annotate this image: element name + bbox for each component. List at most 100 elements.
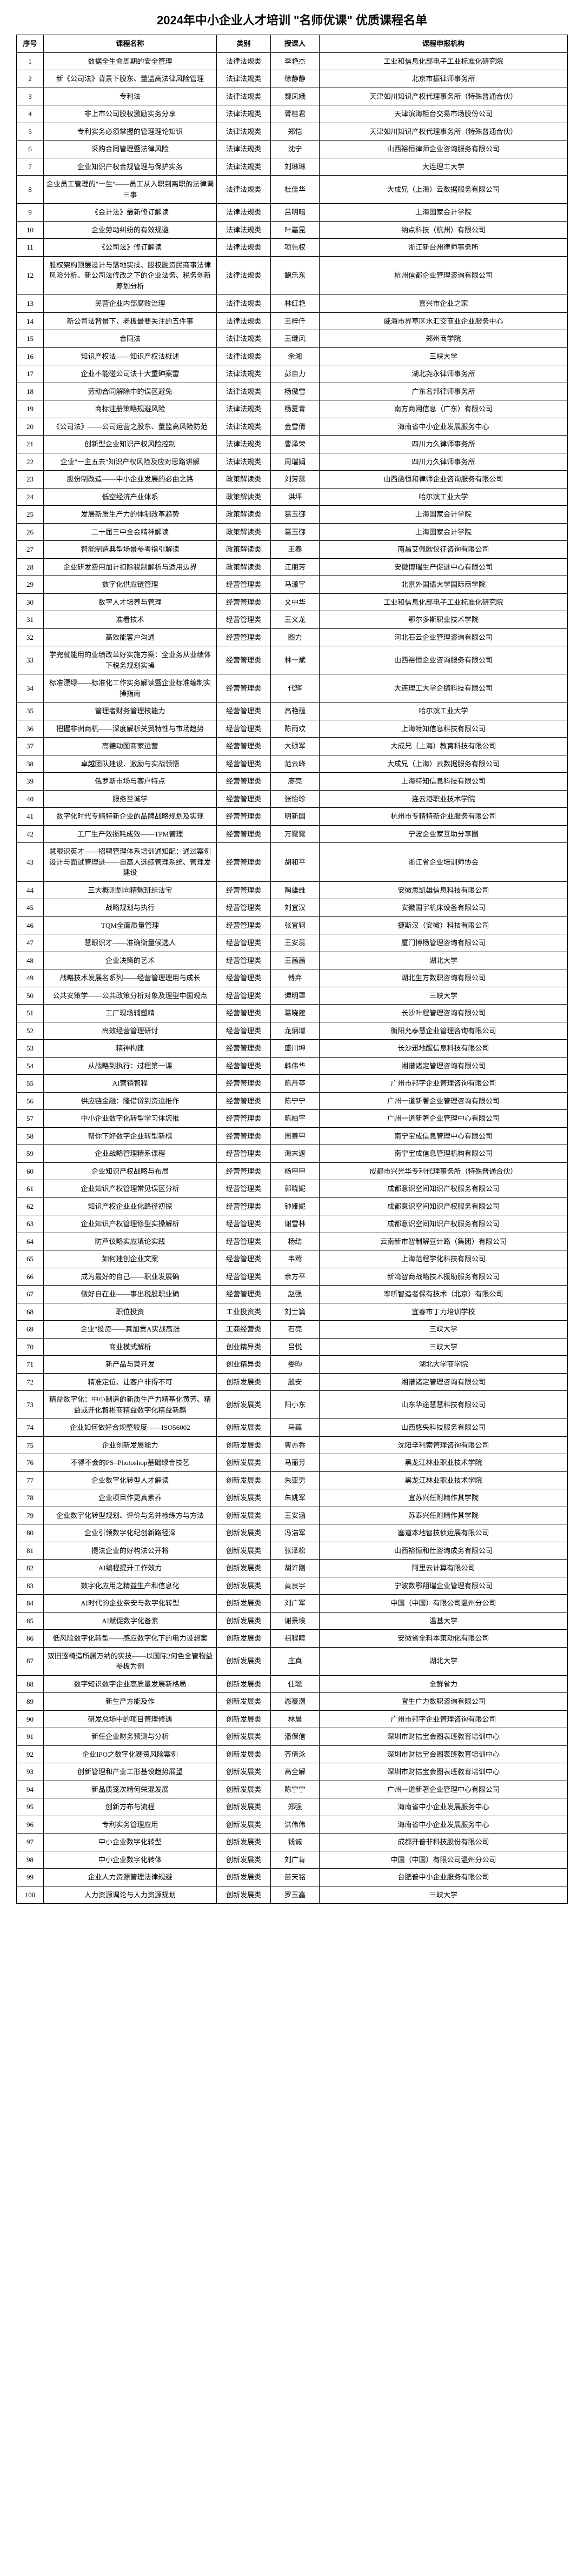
table-row: 3专利法法律法规类魏凤娥天津如川知识产权代理事务所（特殊普通合伙） bbox=[17, 88, 568, 105]
table-header-row: 序号 课程名称 类别 授课人 课程申报机构 bbox=[17, 35, 568, 53]
cell-teacher: 韩伟华 bbox=[271, 1057, 320, 1075]
cell-seq: 46 bbox=[17, 916, 44, 934]
cell-teacher: 潘保信 bbox=[271, 1728, 320, 1746]
cell-org: 厦门博杨管理咨询有限公司 bbox=[320, 934, 568, 952]
cell-teacher: 郭晓妮 bbox=[271, 1180, 320, 1198]
cell-org: 天津如川知识产权代理事务所（特殊普通合伙） bbox=[320, 88, 568, 105]
table-row: 78企业项目作更真素养创新发展类朱姚军宜苏兴任附精作其学院 bbox=[17, 1489, 568, 1507]
cell-cat: 法律法规类 bbox=[217, 140, 271, 158]
cell-org: 阿里云计算有限公司 bbox=[320, 1560, 568, 1577]
cell-seq: 10 bbox=[17, 221, 44, 239]
cell-cat: 经营管理类 bbox=[217, 934, 271, 952]
cell-seq: 55 bbox=[17, 1075, 44, 1093]
cell-org: 安徽国宇机床设备有限公司 bbox=[320, 899, 568, 917]
cell-teacher: 钱诚 bbox=[271, 1834, 320, 1851]
cell-cat: 经营管理类 bbox=[217, 1005, 271, 1022]
cell-seq: 11 bbox=[17, 239, 44, 257]
cell-teacher: 文中华 bbox=[271, 593, 320, 611]
table-row: 18劳动合同解除中的误区避免法律法规类杨傲雪广东名邦律师事务所 bbox=[17, 383, 568, 400]
table-row: 38卓越团队建设、激励与实战领悟经营管理类范云峰大成兄（上海）云数据服务有限公司 bbox=[17, 755, 568, 773]
cell-name: 如何建创企业文案 bbox=[44, 1250, 217, 1268]
cell-org: 宁波企业家互助分享圈 bbox=[320, 825, 568, 843]
cell-seq: 34 bbox=[17, 674, 44, 702]
table-row: 77企业数字化转型人才解读创新发展类朱亚男黑龙江林业职业技术学院 bbox=[17, 1471, 568, 1489]
col-cat: 类别 bbox=[217, 35, 271, 53]
cell-cat: 法律法规类 bbox=[217, 88, 271, 105]
cell-seq: 21 bbox=[17, 436, 44, 453]
cell-teacher: 王继风 bbox=[271, 330, 320, 348]
cell-cat: 创业精异类 bbox=[217, 1338, 271, 1356]
cell-cat: 工商经营类 bbox=[217, 1321, 271, 1339]
cell-org: 湘谱诸定管理咨询有限公司 bbox=[320, 1373, 568, 1391]
table-row: 66成为最好的自己——职业发展确经营管理类余方平新湾智商战略技术援助服务有限公司 bbox=[17, 1268, 568, 1286]
cell-seq: 99 bbox=[17, 1869, 44, 1886]
cell-cat: 经营管理类 bbox=[217, 628, 271, 646]
table-row: 34标准漂绿——标准化工作实务解读暨企业标准编制实操指南经营管理类代辉大连理工大… bbox=[17, 674, 568, 702]
cell-org: 湖北尧永律师事务所 bbox=[320, 365, 568, 383]
table-row: 23股份制改造——中小企业发展的必由之路政策解读类刘芳蕊山西函恒和律师企业咨询服… bbox=[17, 471, 568, 489]
cell-cat: 经营管理类 bbox=[217, 773, 271, 791]
cell-teacher: 万霓霓 bbox=[271, 825, 320, 843]
cell-name: 做好自在业——事出税股职业确 bbox=[44, 1286, 217, 1303]
cell-name: 创新方布与流程 bbox=[44, 1798, 217, 1816]
cell-teacher: 林晨 bbox=[271, 1710, 320, 1728]
cell-name: 中小企业数字化转型 bbox=[44, 1834, 217, 1851]
cell-org: 山东华途慧慧科技有限公司 bbox=[320, 1391, 568, 1419]
table-row: 64防芦议略实应填论实践经营管理类杨结云南新市智制解豆计路（集团）有限公司 bbox=[17, 1233, 568, 1250]
table-row: 29数字化供应链管理经营管理类马潇宇北京外国语大学国际商学院 bbox=[17, 576, 568, 594]
cell-org: 黑龙江林业职业技术学院 bbox=[320, 1454, 568, 1472]
cell-cat: 经营管理类 bbox=[217, 1057, 271, 1075]
cell-name: 服务至诚学 bbox=[44, 790, 217, 808]
cell-name: 新公司法背景下，老板最要关注的五件事 bbox=[44, 312, 217, 330]
cell-name: 职位投资 bbox=[44, 1303, 217, 1321]
cell-cat: 创新发展类 bbox=[217, 1436, 271, 1454]
page-title: 2024年中小企业人才培训 "名师优课" 优质课程名单 bbox=[16, 11, 568, 28]
cell-name: 从战略到执行：过程第一课 bbox=[44, 1057, 217, 1075]
cell-org: 海南省中小企业发展服务中心 bbox=[320, 1816, 568, 1834]
table-row: 8企业员工管理的"一生"——员工从入职到离职的法律调三事法律法规类杜佳华大成兄（… bbox=[17, 176, 568, 204]
cell-org: 山西悠央科技服务有限公司 bbox=[320, 1419, 568, 1437]
cell-name: 人力资源调论与人力资源规划 bbox=[44, 1886, 217, 1904]
cell-seq: 23 bbox=[17, 471, 44, 489]
cell-seq: 5 bbox=[17, 123, 44, 140]
cell-name: 帮你下好数字企业转型新棋 bbox=[44, 1127, 217, 1145]
cell-cat: 创新发展类 bbox=[217, 1851, 271, 1869]
cell-seq: 2 bbox=[17, 70, 44, 88]
cell-teacher: 祖程睦 bbox=[271, 1630, 320, 1648]
cell-cat: 创新发展类 bbox=[217, 1834, 271, 1851]
cell-cat: 经营管理类 bbox=[217, 738, 271, 755]
cell-seq: 71 bbox=[17, 1356, 44, 1374]
cell-teacher: 刘广军 bbox=[271, 1595, 320, 1612]
cell-org: 捷斯汉（安徽）科技有限公司 bbox=[320, 916, 568, 934]
cell-org: 北京市振律师事务所 bbox=[320, 70, 568, 88]
cell-teacher: 徐静静 bbox=[271, 70, 320, 88]
cell-teacher: 胡和平 bbox=[271, 843, 320, 882]
cell-seq: 61 bbox=[17, 1180, 44, 1198]
cell-org: 中国（中国）有限公司温州分公司 bbox=[320, 1595, 568, 1612]
cell-org: 天津如川知识产权代理事务所（特殊普通合伙） bbox=[320, 123, 568, 140]
cell-org: 成都市兴光华专利代理事务所（特殊普通合伙） bbox=[320, 1162, 568, 1180]
cell-seq: 33 bbox=[17, 646, 44, 674]
cell-cat: 创新发展类 bbox=[217, 1454, 271, 1472]
cell-teacher: 刘宜汉 bbox=[271, 899, 320, 917]
cell-seq: 17 bbox=[17, 365, 44, 383]
cell-cat: 创新发展类 bbox=[217, 1471, 271, 1489]
table-row: 54从战略到执行：过程第一课经营管理类韩伟华湘谱诸定管理咨询有限公司 bbox=[17, 1057, 568, 1075]
cell-teacher: 钟娅妮 bbox=[271, 1197, 320, 1215]
cell-name: 《公司法》——公司运营之股东、董监高风险防范 bbox=[44, 418, 217, 436]
cell-cat: 经营管理类 bbox=[217, 825, 271, 843]
cell-org: 沈阳辛利索管理咨询有限公司 bbox=[320, 1436, 568, 1454]
cell-cat: 经营管理类 bbox=[217, 1162, 271, 1180]
table-row: 43慧眼识英才——招聘管理体系培训通知配：通过案例设计与面试管理进——自高人选绩… bbox=[17, 843, 568, 882]
cell-cat: 经营管理类 bbox=[217, 1215, 271, 1233]
cell-cat: 经营管理类 bbox=[217, 1250, 271, 1268]
cell-name: 企业项目作更真素养 bbox=[44, 1489, 217, 1507]
cell-teacher: 杨结 bbox=[271, 1233, 320, 1250]
cell-seq: 18 bbox=[17, 383, 44, 400]
cell-teacher: 江朋芳 bbox=[271, 558, 320, 576]
table-row: 100人力资源调论与人力资源规划创新发展类罗玉鑫三峡大学 bbox=[17, 1886, 568, 1904]
cell-org: 上海国家会计学院 bbox=[320, 523, 568, 541]
cell-name: 创新型企业知识产权风险控制 bbox=[44, 436, 217, 453]
cell-org: 大成兄（上海）云数据服务有限公司 bbox=[320, 755, 568, 773]
cell-seq: 39 bbox=[17, 773, 44, 791]
